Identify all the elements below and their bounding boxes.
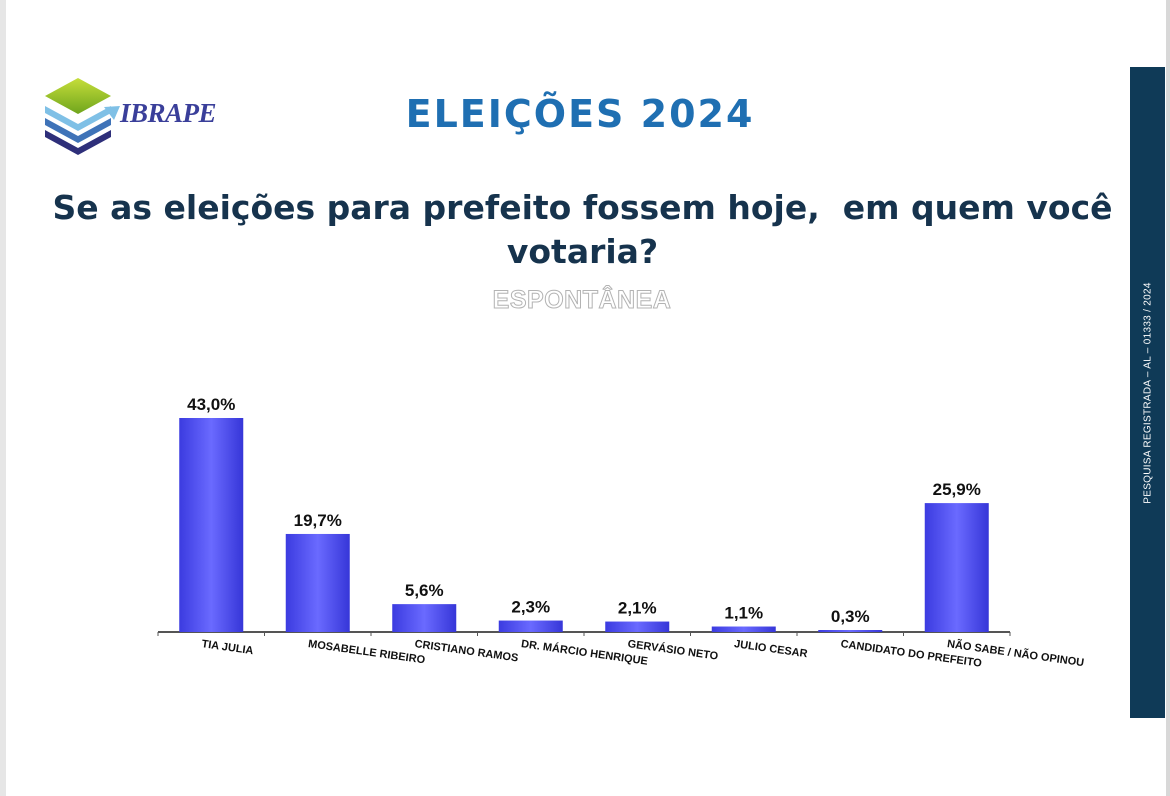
page-title: ELEIÇÕES 2024 (405, 92, 755, 136)
bar (818, 630, 883, 632)
bar (924, 503, 989, 632)
bar-value-label: 25,9% (933, 480, 981, 499)
brand-name: IBRAPE (120, 98, 217, 128)
bar-value-label: 5,6% (405, 581, 444, 600)
question-line-1: Se as eleições para prefeito fossem hoje… (52, 188, 1113, 227)
bar (711, 626, 776, 632)
question-line-2: votaria? (506, 232, 659, 271)
category-label: TIA JULIA (201, 638, 254, 657)
bar-value-label: 43,0% (187, 395, 235, 414)
bar-value-label: 1,1% (724, 604, 763, 623)
ibrape-logo-icon (45, 78, 120, 155)
page-right-edge (1166, 0, 1170, 796)
bar-value-label: 19,7% (294, 511, 342, 530)
bar (392, 604, 457, 632)
bar-chart: 43,0% TIA JULIA 19,7% MOSABELLE RIBEIRO 5,6%… (157, 395, 1085, 670)
registration-side-bar: PESQUISA REGISTRADA – AL – 01333 / 2024 (1130, 67, 1165, 718)
page-left-edge (0, 0, 6, 796)
bar (605, 621, 670, 632)
bar-value-label: 0,3% (831, 607, 870, 626)
bar-value-label: 2,1% (618, 599, 657, 618)
question-text: Se as eleições para prefeito fossem hoje… (40, 186, 1125, 274)
category-label: JULIO CESAR (733, 638, 808, 660)
bar (179, 418, 244, 632)
bar (285, 533, 350, 632)
category-label: CRISTIANO RAMOS (414, 638, 519, 664)
chart-subtitle: ESPONTÂNEA (492, 286, 672, 315)
registration-note: PESQUISA REGISTRADA – AL – 01333 / 2024 (1142, 281, 1153, 504)
category-label: MOSABELLE RIBEIRO (307, 638, 426, 666)
bar (498, 620, 563, 632)
bar-value-label: 2,3% (511, 598, 550, 617)
